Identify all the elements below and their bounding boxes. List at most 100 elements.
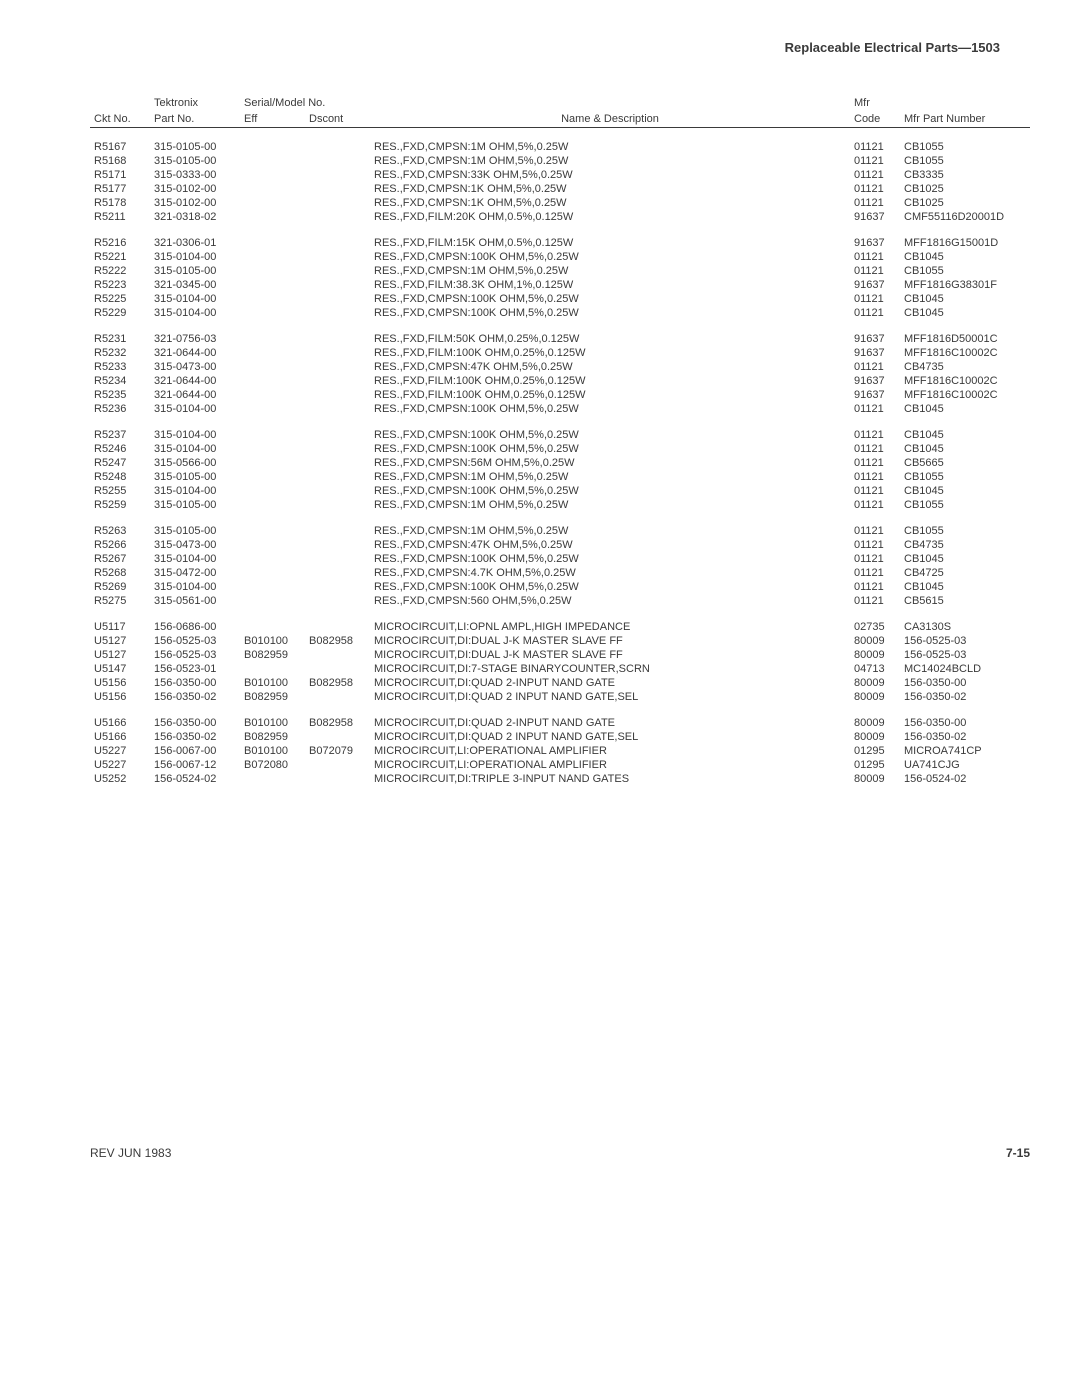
- cell-desc: RES.,FXD,CMPSN:100K OHM,5%,0.25W: [370, 442, 850, 456]
- cell-part: 321-0644-00: [150, 388, 240, 402]
- cell-eff: [240, 210, 305, 224]
- table-row: R5263315-0105-00 RES.,FXD,CMPSN:1M OHM,5%…: [90, 524, 1030, 538]
- table-row: R5236315-0104-00RES.,FXD,CMPSN:100K OHM,…: [90, 402, 1030, 416]
- cell-desc: MICROCIRCUIT,DI:TRIPLE 3-INPUT NAND GATE…: [370, 772, 850, 786]
- table-row: R5211321-0318-02RES.,FXD,FILM:20K OHM,0.…: [90, 210, 1030, 224]
- cell-eff: [240, 168, 305, 182]
- cell-mfrpn: MFF1816G15001D: [900, 236, 1030, 250]
- cell-mfr: 01121: [850, 140, 900, 154]
- cell-eff: [240, 250, 305, 264]
- cell-dscont: [305, 332, 370, 346]
- cell-mfr: 01121: [850, 402, 900, 416]
- cell-mfr: 01121: [850, 168, 900, 182]
- cell-dscont: [305, 402, 370, 416]
- table-row: U5166156-0350-02B082959MICROCIRCUIT,DI:Q…: [90, 730, 1030, 744]
- cell-eff: [240, 566, 305, 580]
- cell-eff: [240, 140, 305, 154]
- cell-mfrpn: 156-0350-00: [900, 716, 1030, 730]
- cell-dscont: [305, 210, 370, 224]
- cell-mfr: 01121: [850, 292, 900, 306]
- cell-ckt: R5268: [90, 566, 150, 580]
- cell-mfrpn: CB5665: [900, 456, 1030, 470]
- cell-part: 321-0345-00: [150, 278, 240, 292]
- cell-part: 315-0102-00: [150, 196, 240, 210]
- cell-desc: RES.,FXD,CMPSN:47K OHM,5%,0.25W: [370, 360, 850, 374]
- parts-table: Tektronix Serial/Model No. Mfr Ckt No. P…: [90, 95, 1030, 786]
- cell-ckt: R5211: [90, 210, 150, 224]
- cell-dscont: [305, 250, 370, 264]
- cell-dscont: [305, 196, 370, 210]
- cell-desc: RES.,FXD,FILM:100K OHM,0.25%,0.125W: [370, 388, 850, 402]
- cell-mfrpn: MFF1816C10002C: [900, 374, 1030, 388]
- footer-left: REV JUN 1983: [90, 1146, 171, 1160]
- table-row: R5237315-0104-00RES.,FXD,CMPSN:100K OHM,…: [90, 428, 1030, 442]
- cell-ckt: U5156: [90, 690, 150, 704]
- cell-desc: RES.,FXD,CMPSN:1M OHM,5%,0.25W: [370, 264, 850, 278]
- cell-ckt: U5117: [90, 620, 150, 634]
- cell-part: 315-0104-00: [150, 442, 240, 456]
- cell-part: 156-0686-00: [150, 620, 240, 634]
- cell-eff: [240, 498, 305, 512]
- cell-ckt: R5178: [90, 196, 150, 210]
- cell-mfrpn: 156-0350-00: [900, 676, 1030, 690]
- cell-desc: MICROCIRCUIT,DI:DUAL J-K MASTER SLAVE FF: [370, 648, 850, 662]
- cell-part: 156-0525-03: [150, 634, 240, 648]
- cell-dscont: [305, 730, 370, 744]
- cell-desc: MICROCIRCUIT,DI:QUAD 2 INPUT NAND GATE,S…: [370, 730, 850, 744]
- cell-dscont: [305, 498, 370, 512]
- table-row: R5246315-0104-00 RES.,FXD,CMPSN:100K OHM,…: [90, 442, 1030, 456]
- cell-part: 156-0525-03: [150, 648, 240, 662]
- table-row: U5252156-0524-02MICROCIRCUIT,DI:TRIPLE 3…: [90, 772, 1030, 786]
- cell-desc: MICROCIRCUIT,LI:OPERATIONAL AMPLIFIER: [370, 758, 850, 772]
- cell-mfr: 01121: [850, 456, 900, 470]
- cell-dscont: [305, 620, 370, 634]
- table-row: R5267315-0104-00RES.,FXD,CMPSN:100K OHM,…: [90, 552, 1030, 566]
- cell-desc: RES.,FXD,CMPSN:100K OHM,5%,0.25W: [370, 428, 850, 442]
- cell-part: 315-0104-00: [150, 306, 240, 320]
- table-row: R5259315-0105-00RES.,FXD,CMPSN:1M OHM,5%…: [90, 498, 1030, 512]
- cell-part: 156-0067-00: [150, 744, 240, 758]
- cell-ckt: R5233: [90, 360, 150, 374]
- cell-dscont: [305, 306, 370, 320]
- cell-ckt: R5246: [90, 442, 150, 456]
- cell-ckt: R5222: [90, 264, 150, 278]
- cell-eff: [240, 580, 305, 594]
- cell-ckt: U5227: [90, 744, 150, 758]
- table-row: R5178315-0102-00RES.,FXD,CMPSN:1K OHM,5%…: [90, 196, 1030, 210]
- cell-dscont: [305, 648, 370, 662]
- cell-mfrpn: CB3335: [900, 168, 1030, 182]
- cell-mfr: 80009: [850, 716, 900, 730]
- cell-dscont: [305, 566, 370, 580]
- cell-ckt: R5263: [90, 524, 150, 538]
- cell-desc: RES.,FXD,FILM:38.3K OHM,1%,0.125W: [370, 278, 850, 292]
- cell-eff: B010100: [240, 744, 305, 758]
- cell-mfr: 01121: [850, 442, 900, 456]
- cell-ckt: R5167: [90, 140, 150, 154]
- cell-eff: [240, 388, 305, 402]
- cell-mfrpn: 156-0350-02: [900, 690, 1030, 704]
- cell-part: 315-0105-00: [150, 140, 240, 154]
- cell-part: 156-0350-02: [150, 690, 240, 704]
- table-row: U5227156-0067-00B010100B072079MICROCIRCU…: [90, 744, 1030, 758]
- cell-ckt: R5171: [90, 168, 150, 182]
- cell-desc: RES.,FXD,FILM:15K OHM,0.5%,0.125W: [370, 236, 850, 250]
- cell-desc: RES.,FXD,CMPSN:56M OHM,5%,0.25W: [370, 456, 850, 470]
- cell-ckt: U5166: [90, 716, 150, 730]
- cell-desc: RES.,FXD,CMPSN:1M OHM,5%,0.25W: [370, 524, 850, 538]
- cell-mfr: 01121: [850, 470, 900, 484]
- cell-eff: [240, 374, 305, 388]
- cell-ckt: R5225: [90, 292, 150, 306]
- cell-eff: [240, 456, 305, 470]
- cell-eff: [240, 442, 305, 456]
- cell-desc: RES.,FXD,FILM:20K OHM,0.5%,0.125W: [370, 210, 850, 224]
- cell-ckt: R5266: [90, 538, 150, 552]
- cell-part: 315-0105-00: [150, 524, 240, 538]
- page-header: Replaceable Electrical Parts—1503: [90, 40, 1030, 55]
- cell-mfr: 01295: [850, 758, 900, 772]
- th-mfr-top: Mfr: [850, 95, 900, 111]
- cell-mfrpn: MFF1816C10002C: [900, 346, 1030, 360]
- cell-desc: MICROCIRCUIT,DI:QUAD 2-INPUT NAND GATE: [370, 676, 850, 690]
- cell-desc: RES.,FXD,CMPSN:1M OHM,5%,0.25W: [370, 498, 850, 512]
- cell-mfrpn: CB1055: [900, 498, 1030, 512]
- cell-desc: RES.,FXD,CMPSN:1M OHM,5%,0.25W: [370, 140, 850, 154]
